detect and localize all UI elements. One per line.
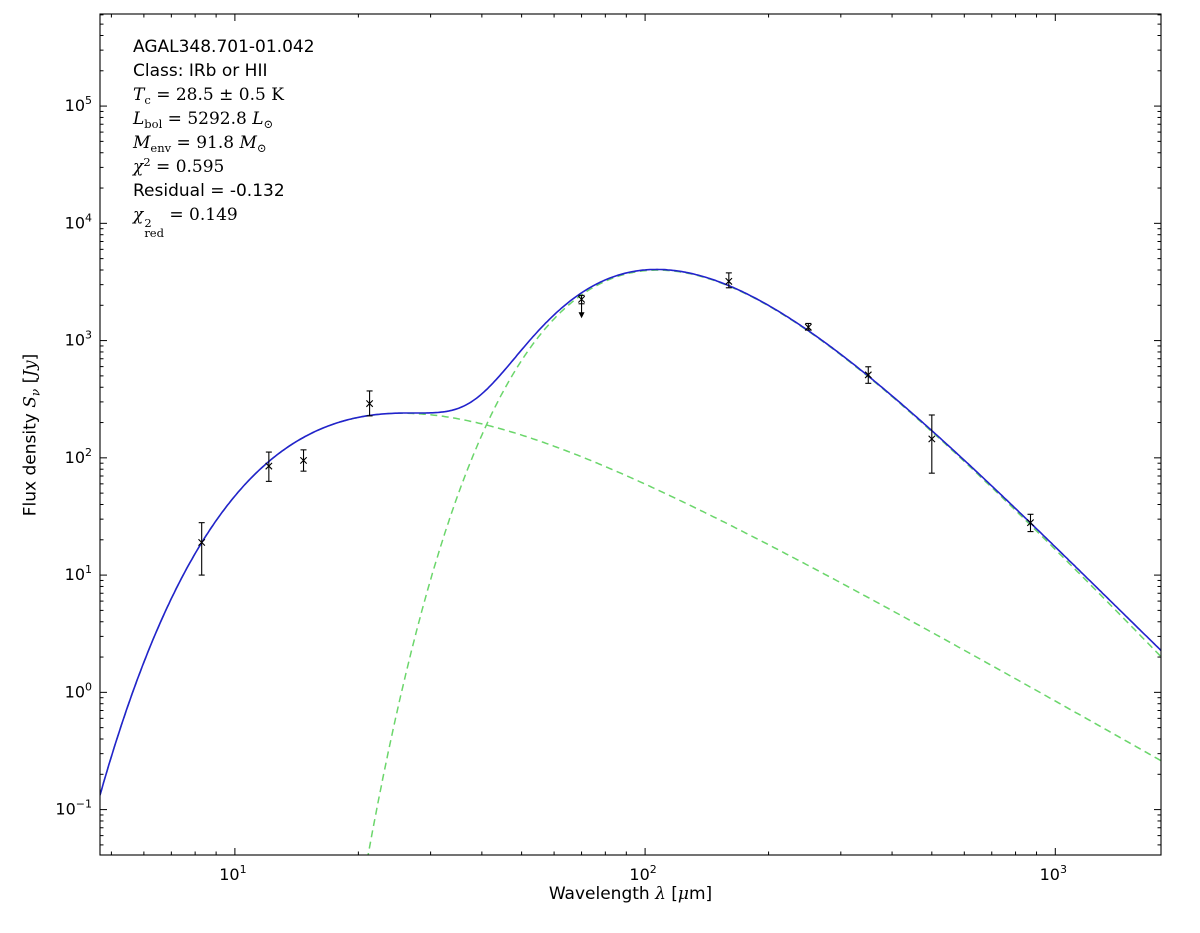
lbol-subscript: bol (144, 117, 163, 131)
chi2red-value: = 0.149 (163, 205, 238, 225)
nu-subscript: ν (28, 388, 43, 397)
mu-symbol: μ (677, 884, 689, 904)
lsun-symbol: L (252, 109, 264, 129)
data-point (198, 522, 206, 576)
x-tick-label: 101 (219, 863, 246, 884)
data-point (804, 322, 812, 331)
y-tick-label: 100 (65, 680, 92, 701)
tc-symbol: T (133, 85, 145, 105)
x-tick-label: 103 (1040, 863, 1067, 884)
cold-component-curve (367, 269, 1161, 855)
lbol-value: = 5292.8 (162, 109, 253, 129)
axes-frame (99, 13, 1162, 856)
menv-value: = 91.8 (171, 133, 240, 153)
menv-subscript: env (150, 141, 172, 155)
chi-symbol: χ (133, 157, 144, 177)
xlabel-bracket: [ (665, 884, 678, 904)
chi2-line: χ2 = 0.595 (133, 155, 315, 177)
luminosity-line: Lbol = 5292.8 L⊙ (133, 109, 315, 131)
y-axis-label: Flux density Sν [Jy] (8, 0, 52, 870)
xlabel-text: Wavelength (548, 884, 656, 904)
ylabel-bracket: [ (20, 376, 41, 389)
axis-ticks (100, 14, 1161, 855)
x-axis-label: Wavelength λ [μm] (100, 884, 1161, 904)
chi2-exponent: 2 (143, 155, 151, 169)
y-tick-label: 104 (65, 211, 92, 232)
residual-line: Residual = -0.132 (133, 181, 285, 201)
source-name: AGAL348.701-01.042 (133, 37, 315, 57)
data-point (928, 414, 936, 474)
chi2red-subscript: red (144, 225, 164, 240)
chi-symbol: χ (133, 205, 144, 225)
msun-subscript: ⊙ (256, 141, 267, 155)
chi2red-line: χ 2 red = 0.149 (133, 205, 315, 238)
msun-symbol: M (239, 133, 257, 153)
flux-symbol: S (20, 396, 41, 408)
data-point (577, 294, 586, 319)
ylabel-text: Flux density (20, 407, 41, 517)
lbol-symbol: L (133, 109, 145, 129)
y-tick-label: 102 (65, 446, 92, 467)
annotation-block: AGAL348.701-01.042 Class: IRb or HII Tc … (133, 37, 315, 242)
x-tick-label: 102 (629, 863, 656, 884)
chi2red-scripts: 2 red (144, 216, 164, 240)
data-point (725, 272, 733, 289)
menv-symbol: M (133, 133, 151, 153)
tick-labels: 101 102 103 10−1 100 101 102 103 104 105 (55, 94, 1067, 884)
data-point (299, 449, 308, 472)
y-axis-label-text: Flux density Sν [Jy] (20, 353, 43, 517)
mass-line: Menv = 91.8 M⊙ (133, 133, 315, 155)
temperature-line: Tc = 28.5 ± 0.5 K (133, 85, 315, 107)
xlabel-unit: m] (688, 884, 713, 904)
data-point (265, 451, 273, 482)
total-fit-curve (100, 268, 1161, 796)
data-points (198, 272, 1035, 576)
class-line: Class: IRb or HII (133, 61, 268, 81)
y-tick-label: 10−1 (55, 798, 92, 819)
data-point (366, 390, 374, 417)
chi2-value: = 0.595 (150, 157, 225, 177)
down-arrow-icon (578, 312, 585, 319)
tc-subscript: c (144, 93, 151, 107)
y-tick-label: 101 (65, 563, 92, 584)
model-curves (100, 268, 1161, 855)
data-point (1026, 513, 1035, 533)
hot-component-curve (100, 412, 1161, 796)
ylabel-bracket-close: ] (20, 353, 41, 361)
ylabel-unit: Jy (20, 360, 41, 377)
lsun-subscript: ⊙ (263, 117, 274, 131)
data-point (864, 366, 872, 384)
chi2red-exponent: 2 (144, 216, 152, 230)
y-tick-label: 103 (65, 329, 92, 350)
tc-value: = 28.5 ± 0.5 K (150, 85, 284, 105)
lambda-symbol: λ (655, 884, 666, 904)
y-tick-label: 105 (65, 94, 92, 115)
